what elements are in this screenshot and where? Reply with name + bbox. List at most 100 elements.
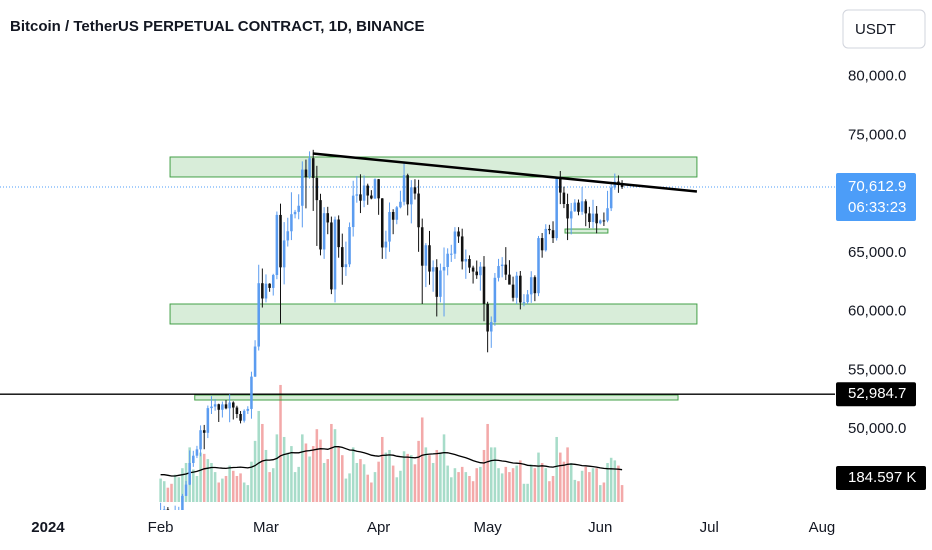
chart-title: Bitcoin / TetherUS PERPETUAL CONTRACT, 1… — [10, 18, 424, 35]
volume-bar — [417, 440, 420, 502]
volume-bar — [275, 434, 279, 502]
y-tick-label: 60,000.0 — [848, 303, 906, 320]
volume-bar — [304, 443, 308, 502]
volume-bar — [391, 465, 395, 502]
candle-body — [181, 495, 184, 510]
volume-bar — [202, 453, 206, 502]
volume-bar — [282, 436, 286, 502]
candle-body — [178, 510, 181, 515]
candle-body — [224, 404, 228, 409]
candle-body — [424, 245, 428, 266]
volume-bar — [239, 473, 242, 502]
candle-body — [460, 236, 464, 262]
candle-body — [279, 214, 282, 268]
candle-body — [384, 241, 388, 248]
volume-bar — [497, 468, 500, 502]
volume-bar — [551, 475, 555, 502]
candle-body — [526, 294, 529, 303]
candle-body — [315, 177, 319, 201]
candle-body — [297, 205, 300, 212]
candle-body — [341, 247, 344, 268]
volume-bar — [348, 473, 351, 502]
candle-body — [366, 185, 369, 196]
candle-body — [380, 198, 384, 248]
volume-bar — [580, 470, 584, 502]
volume-bar — [162, 481, 166, 502]
candle-body — [446, 253, 449, 267]
volume-bar — [264, 449, 268, 502]
x-tick-label: Feb — [148, 519, 174, 536]
x-tick-label: Apr — [367, 519, 390, 536]
volume-bar — [246, 485, 250, 502]
volume-bar — [577, 481, 580, 502]
candle-body — [580, 201, 584, 212]
candle-body — [192, 455, 195, 463]
candle-body — [293, 211, 297, 215]
volume-bar — [598, 485, 602, 502]
candle-body — [428, 245, 431, 272]
candle-body — [602, 220, 606, 222]
price-label: 70,612.9 — [848, 178, 906, 195]
candle-body — [431, 267, 435, 272]
volume-bar — [573, 479, 577, 502]
candle-body — [598, 220, 602, 224]
candle-body — [508, 274, 511, 285]
candle-body — [522, 302, 526, 304]
candle-body — [395, 207, 399, 220]
candle-body — [471, 267, 475, 272]
y-tick-label: 55,000.0 — [848, 361, 906, 378]
volume-bar — [515, 465, 518, 502]
volume-bar — [257, 410, 260, 502]
candle-body — [519, 275, 522, 303]
candle-body — [351, 195, 355, 228]
candle-body — [344, 264, 348, 268]
y-tick-label: 75,000.0 — [848, 126, 906, 143]
volume-bar — [595, 468, 598, 502]
y-tick-label: 80,000.0 — [848, 68, 906, 85]
volume-bar — [522, 483, 526, 502]
volume-bar — [253, 440, 257, 502]
volume-bar — [268, 472, 271, 502]
volume-bar — [384, 452, 388, 502]
volume-bar — [526, 483, 529, 502]
volume-bar — [457, 472, 460, 502]
candle-body — [377, 179, 380, 199]
candle-body — [253, 346, 257, 377]
x-tick-label: Aug — [809, 519, 836, 536]
candle-body — [515, 275, 518, 298]
zone — [564, 228, 609, 234]
candle-body — [439, 270, 442, 297]
candle-body — [569, 211, 573, 219]
volume-bar — [617, 465, 620, 502]
candle-body — [311, 158, 315, 178]
candle-body — [290, 214, 293, 232]
candle-body — [275, 214, 279, 275]
volume-bar — [315, 429, 319, 502]
candle-body — [330, 222, 333, 290]
volume-bar — [380, 436, 384, 502]
volume-bar — [464, 472, 468, 502]
volume-bar — [166, 487, 170, 502]
currency-label[interactable]: USDT — [855, 21, 896, 38]
candle-body — [609, 187, 613, 209]
volume-bar — [355, 462, 359, 502]
volume-bar — [475, 468, 478, 502]
candle-body — [286, 231, 290, 241]
volume-bar — [410, 455, 413, 502]
candle-body — [221, 404, 224, 410]
volume-bar — [395, 477, 399, 502]
volume-bar — [326, 459, 330, 502]
volume-bar — [620, 485, 624, 502]
currency-button[interactable] — [842, 9, 926, 49]
volume-bar — [500, 473, 504, 502]
candle-body — [271, 274, 275, 288]
candle-body — [202, 430, 206, 433]
volume-bar — [508, 472, 511, 502]
y-tick-label: 50,000.0 — [848, 420, 906, 437]
candle-body — [479, 266, 482, 276]
volume-bar — [489, 447, 493, 502]
candle-body — [304, 169, 308, 178]
candle-body — [213, 404, 217, 407]
volume-bar — [271, 468, 275, 502]
